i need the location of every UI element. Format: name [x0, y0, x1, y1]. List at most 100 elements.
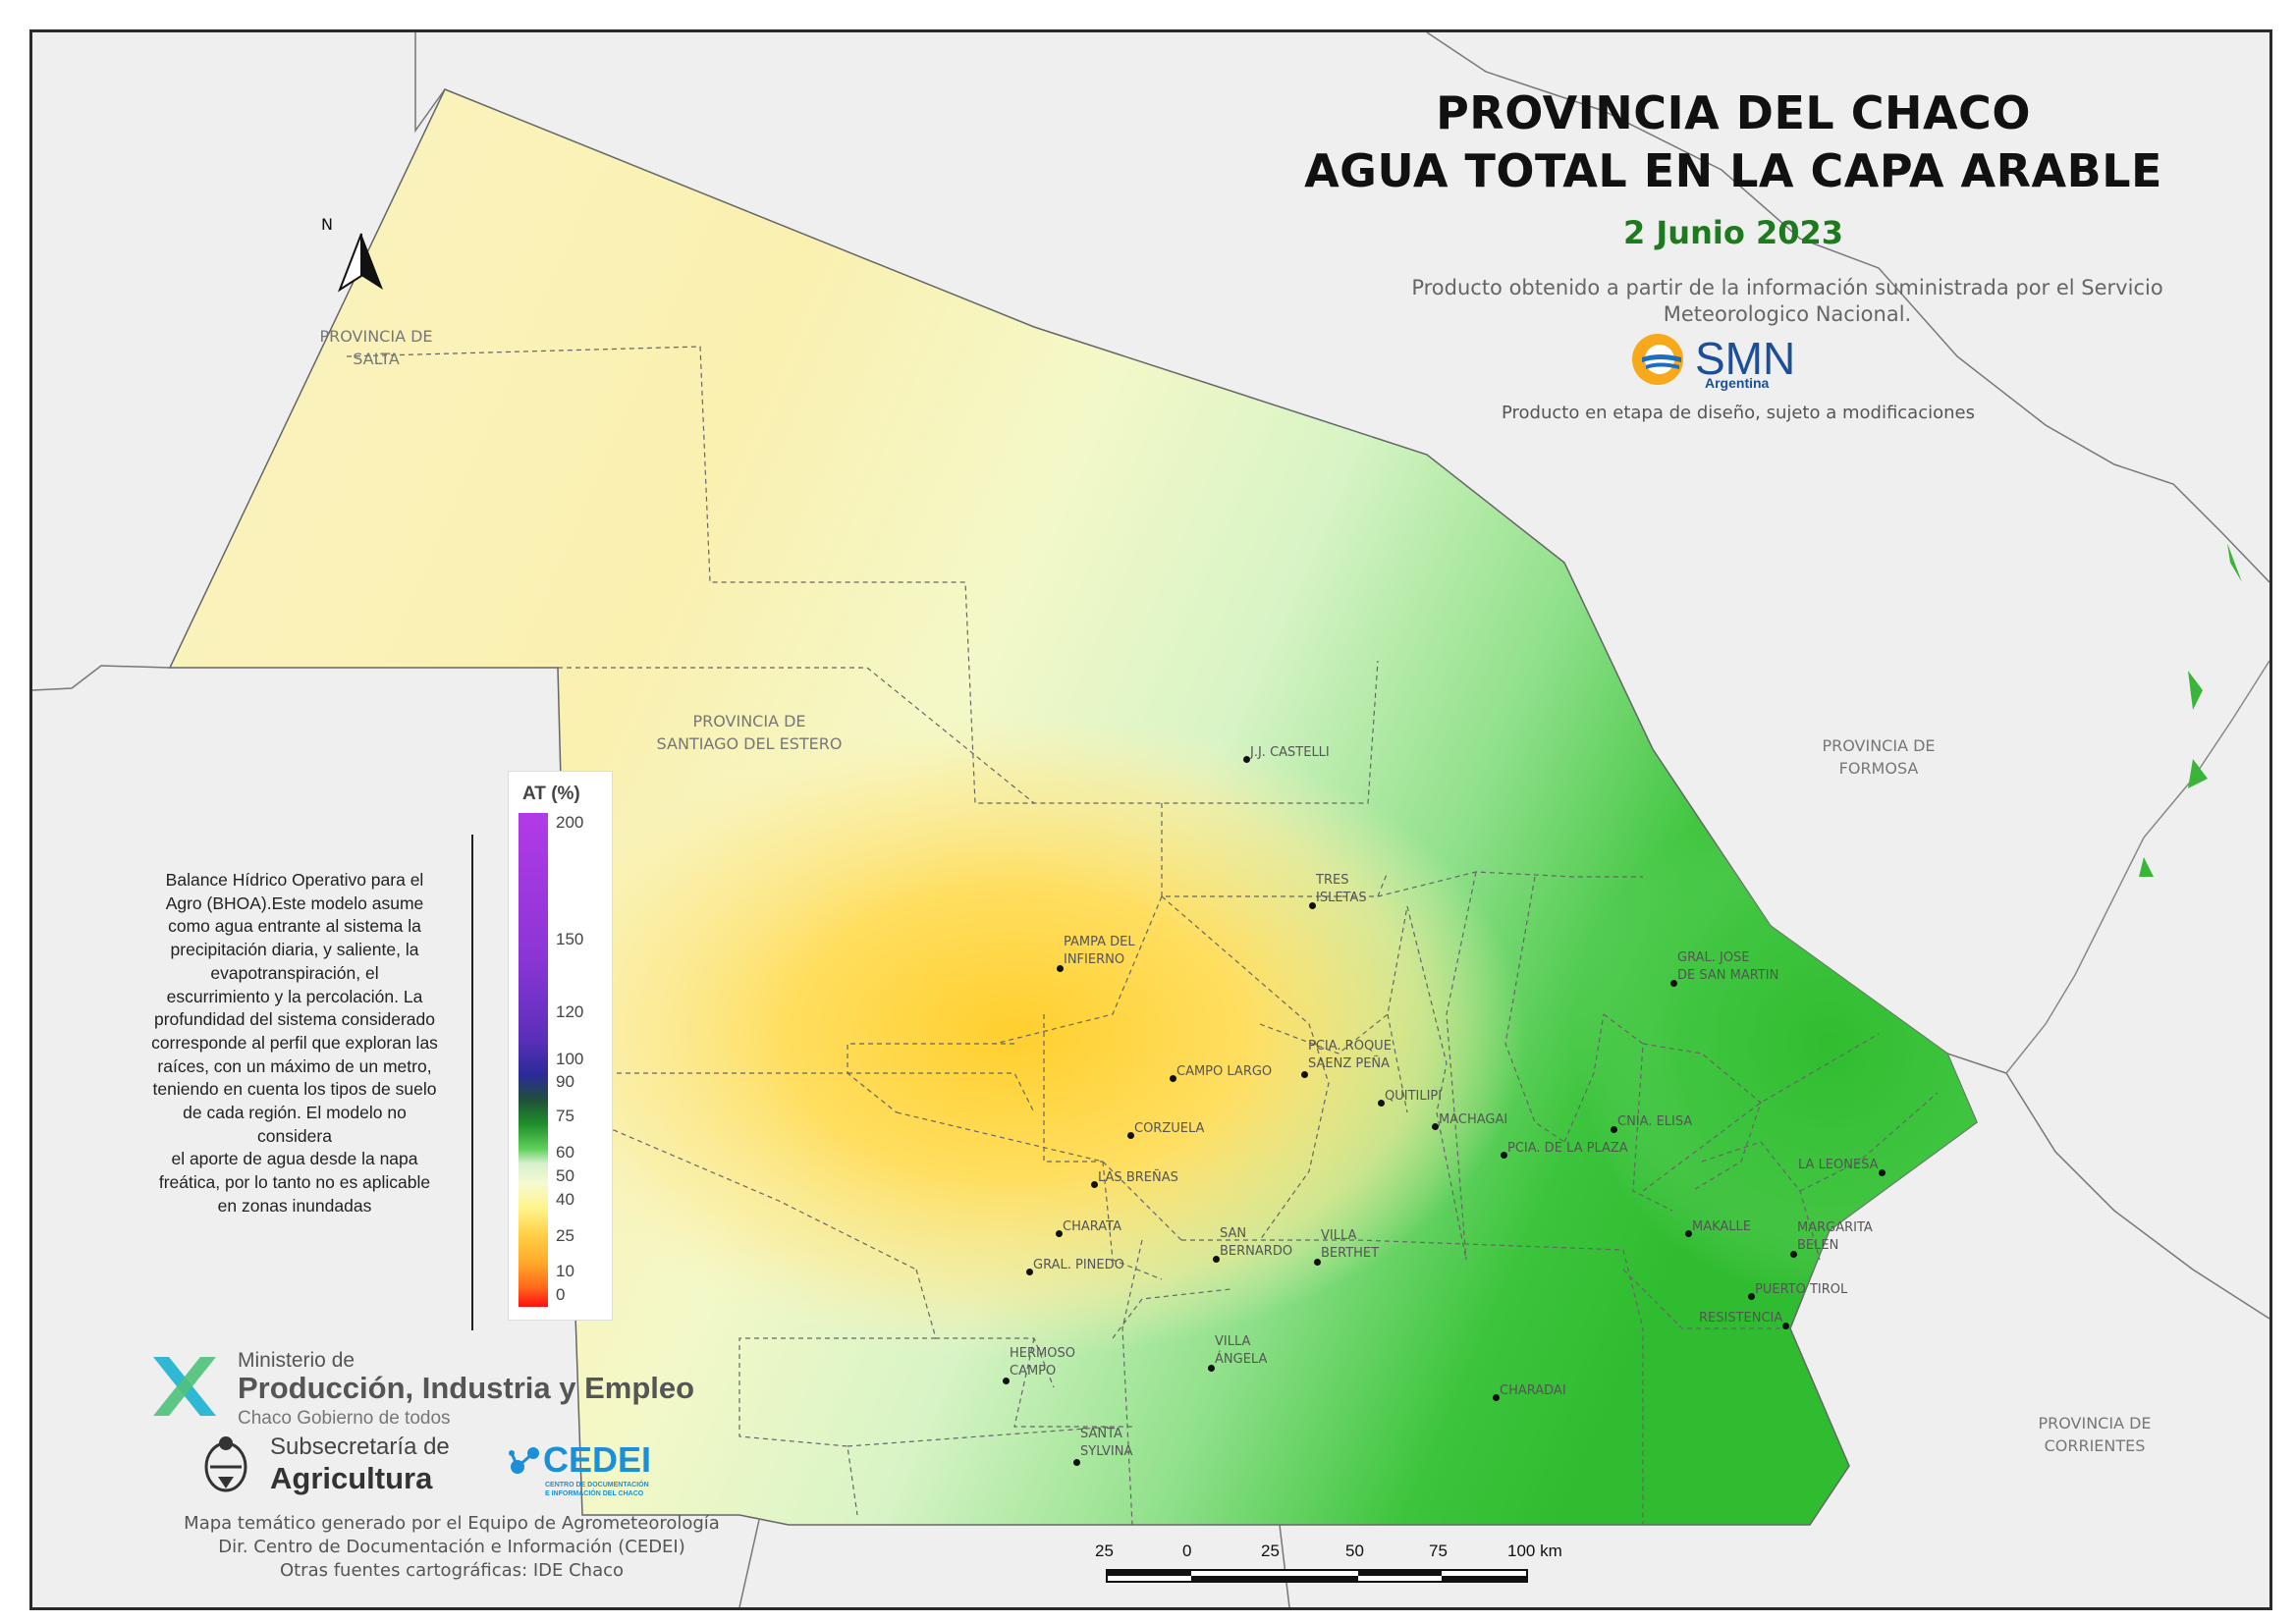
city-dot [1790, 1251, 1797, 1258]
city-dot [1314, 1259, 1321, 1266]
city-label: CAMPO LARGO [1176, 1064, 1273, 1079]
city-label: MACHAGAI [1439, 1112, 1508, 1127]
legend-tick: 75 [556, 1107, 574, 1125]
legend-tick: 200 [556, 813, 584, 832]
city-label: CHARADAI [1500, 1383, 1566, 1398]
north-arrow-icon [337, 233, 383, 293]
dry-zone [504, 710, 1525, 1358]
legend-tick: 150 [556, 930, 584, 948]
city-dot [1685, 1230, 1692, 1237]
corrientes-border [1946, 1053, 2269, 1320]
map-title-line1: PROVINCIA DEL CHACO [1436, 86, 2031, 139]
ministerio-logo: Ministerio de Producción, Industria y Em… [145, 1347, 754, 1429]
legend-title: AT (%) [522, 784, 580, 804]
formosa-border [1426, 32, 2269, 583]
subsecretaria-logo: Subsecretaría de Agricultura [196, 1432, 491, 1500]
province-label-salta: PROVINCIA DE SALTA [319, 327, 433, 368]
city-dot [1378, 1100, 1385, 1107]
city-label: GRAL. JOSE DE SAN MARTIN [1677, 950, 1779, 983]
legend-tick: 60 [556, 1143, 574, 1162]
city-label: VILLA ÁNGELA [1215, 1334, 1268, 1367]
scale-label: 75 [1429, 1542, 1448, 1560]
city-dot [1309, 902, 1316, 909]
city-label: QUITILIPI [1385, 1089, 1443, 1104]
city-label: PCIA. DE LA PLAZA [1507, 1141, 1628, 1156]
city-label: PUERTO TIROL [1755, 1282, 1848, 1297]
city-dot [1501, 1152, 1507, 1159]
scale-label: 25 [1261, 1542, 1280, 1560]
legend-tick: 90 [556, 1072, 574, 1091]
ministerio-x-icon [153, 1357, 216, 1416]
city-label: GRAL. PINEDO [1033, 1258, 1124, 1272]
river-border [2005, 660, 2269, 1074]
city-label: CHARATA [1063, 1219, 1121, 1234]
map-title-line2: AGUA TOTAL EN LA CAPA ARABLE [1304, 144, 2162, 197]
map-frame: PROVINCIA DE SALTA PROVINCIA DE SANTIAGO… [29, 29, 2272, 1610]
city-dot [1127, 1132, 1134, 1139]
city-dot [1073, 1459, 1080, 1466]
legend-tick: 40 [556, 1190, 574, 1209]
city-dot [1301, 1071, 1308, 1078]
city-label: TRES ISLETAS [1316, 873, 1367, 905]
credits: Mapa temático generado por el Equipo de … [184, 1513, 720, 1581]
legend: AT (%) 200 150 120 100 90 75 60 50 40 25… [508, 771, 613, 1321]
city-label: VILLA BERTHET [1321, 1228, 1380, 1261]
city-dot [1170, 1075, 1176, 1082]
city-dot [1670, 980, 1677, 987]
city-dot [1611, 1126, 1617, 1133]
cedei-logo: CEDEI CENTRO DE DOCUMENTACIÓN E INFORMAC… [506, 1439, 663, 1504]
province-label-corrientes: PROVINCIA DE CORRIENTES [2038, 1414, 2152, 1455]
city-label: J.J. CASTELLI [1250, 745, 1330, 760]
legend-color-bar [519, 813, 548, 1307]
province-label-formosa: PROVINCIA DE FORMOSA [1822, 736, 1936, 778]
city-dot [1782, 1323, 1789, 1329]
scale-label: 100 km [1507, 1542, 1562, 1560]
city-label: HERMOSO CAMPO [1010, 1346, 1075, 1379]
city-dot [1879, 1169, 1886, 1176]
smn-logo: SMN Argentina [1630, 330, 1817, 393]
cedei-molecule-icon [509, 1447, 539, 1474]
coat-of-arms-icon [204, 1436, 247, 1492]
legend-tick: 10 [556, 1262, 574, 1280]
city-label: PCIA. ROQUE SAENZ PEÑA [1308, 1039, 1392, 1071]
smn-logo-name: SMN [1695, 333, 1796, 384]
smn-logo-sub: Argentina [1705, 375, 1770, 391]
city-label: CNIA. ELISA [1617, 1114, 1693, 1129]
scale-bar [1106, 1569, 1528, 1583]
city-label: PAMPA DEL INFIERNO [1064, 935, 1135, 967]
legend-tick: 25 [556, 1226, 574, 1245]
scale-label: 25 [1095, 1542, 1114, 1560]
city-dot [1748, 1293, 1755, 1300]
disclaimer: Producto en etapa de diseño, sujeto a mo… [1501, 403, 1975, 423]
city-label: LAS BREÑAS [1098, 1170, 1178, 1185]
legend-tick: 120 [556, 1002, 584, 1021]
city-dot [1493, 1394, 1500, 1401]
salta-border [414, 32, 446, 134]
city-dot [1091, 1181, 1098, 1188]
scale-label: 50 [1345, 1542, 1364, 1560]
scale-label: 0 [1182, 1542, 1192, 1560]
smn-logo-icon [1632, 334, 1683, 385]
city-dot [1213, 1256, 1220, 1263]
city-dot [1432, 1123, 1439, 1130]
legend-tick: 50 [556, 1166, 574, 1185]
city-label: MARGARITA BELEN [1797, 1220, 1873, 1253]
city-label: MAKALLE [1692, 1219, 1751, 1234]
map-date: 2 Junio 2023 [1622, 214, 1844, 251]
city-dot [1057, 965, 1064, 972]
santiago-border [32, 665, 171, 691]
city-label: CORZUELA [1134, 1121, 1205, 1136]
bhoa-description: Balance Hídrico Operativo para el Agro (… [151, 870, 438, 1216]
province-label-santiago: PROVINCIA DE SANTIAGO DEL ESTERO [656, 712, 843, 753]
legend-tick: 0 [556, 1285, 566, 1304]
legend-tick: 100 [556, 1050, 584, 1068]
city-dot [1208, 1365, 1215, 1372]
city-label: SANTA SYLVINA [1080, 1427, 1133, 1459]
north-label: N [321, 215, 333, 234]
city-label: RESISTENCIA [1699, 1311, 1783, 1325]
department-borders [346, 346, 1939, 1526]
city-dot [1056, 1230, 1063, 1237]
city-label: SAN BERNARDO [1220, 1226, 1293, 1259]
city-label: LA LEONESA [1798, 1158, 1879, 1172]
source-note: Producto obtenido a partir de la informa… [1411, 276, 2163, 326]
